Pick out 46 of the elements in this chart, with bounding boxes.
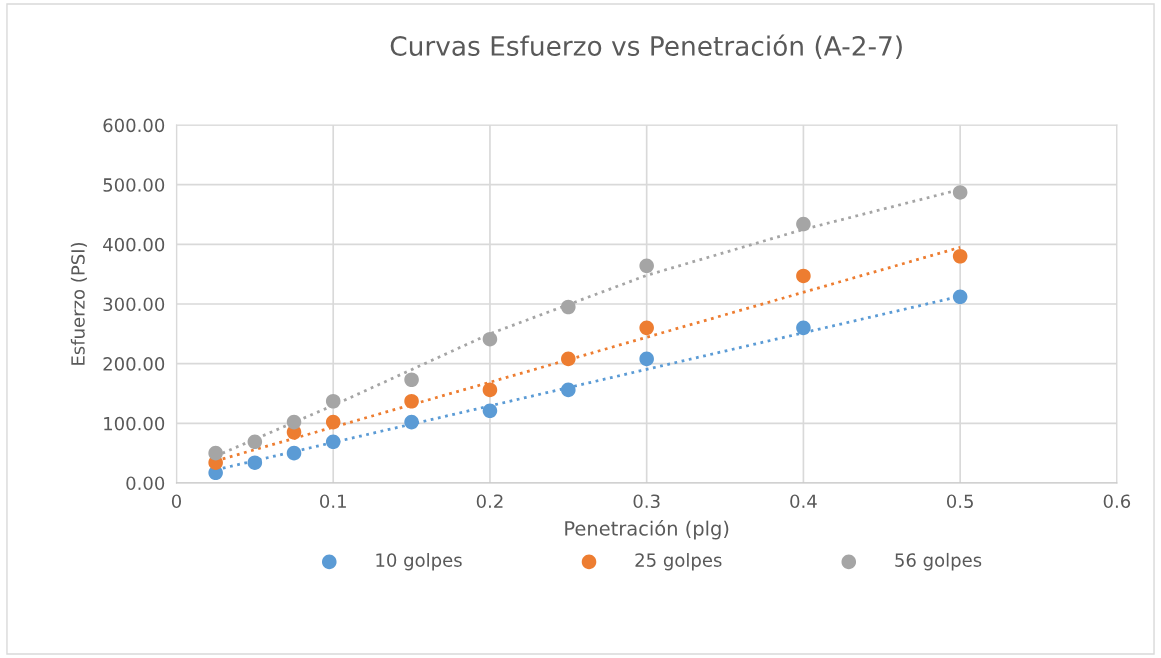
point [561,351,576,367]
point [639,258,654,274]
point [796,320,811,336]
point [561,299,576,315]
y-axis-title: Esfuerzo (PSI) [70,242,87,365]
y-tick-label: 0.00 [126,476,165,491]
point [286,445,302,461]
legend-label: 56 golpes [895,552,982,571]
point [952,185,968,200]
point [639,320,654,336]
x-tick-label: 0.4 [790,494,817,509]
point [404,414,419,430]
point [639,351,654,367]
x-axis-title: Penetración (plg) [565,519,729,540]
point [404,372,419,388]
chart-title: Curvas Esfuerzo vs Penetración (A-2-7) [390,34,902,60]
point [796,216,811,232]
y-tick-label: 200.00 [103,357,165,371]
point [796,268,811,284]
point [561,382,576,398]
x-tick-label: 0.2 [476,494,503,509]
point [952,289,968,305]
y-tick-label: 300.00 [103,297,165,312]
point [482,403,498,419]
x-tick-label: 0.1 [320,494,346,509]
y-tick-label: 600.00 [103,118,165,133]
point [952,248,968,264]
point [208,445,223,461]
x-tick-label: 0.5 [946,494,973,509]
point [482,331,498,347]
y-tick-label: 500.00 [103,178,165,192]
point [325,434,341,450]
point [325,393,341,409]
point [325,414,341,430]
y-tick-label: 100.00 [104,416,165,431]
point [404,393,419,409]
x-tick-label: 0.3 [633,494,660,509]
point [247,455,263,470]
point [286,414,302,430]
x-tick-label: 0.6 [1103,494,1131,509]
y-tick-label: 400.00 [103,237,165,252]
x-tick-label: 0 [171,494,182,509]
legend-label: 25 golpes [635,552,722,571]
point [247,434,263,450]
legend-label: 10 golpes [376,552,462,571]
point [482,382,498,398]
